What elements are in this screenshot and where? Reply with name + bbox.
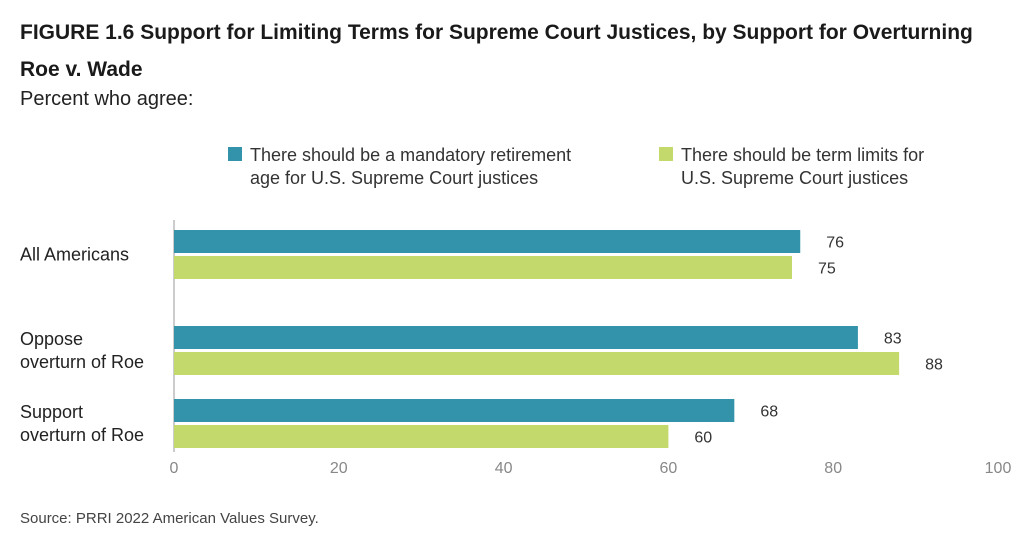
x-tick-label: 20 <box>330 460 348 477</box>
data-label: 83 <box>884 331 902 348</box>
x-tick-label: 100 <box>985 460 1012 477</box>
bar <box>174 425 669 448</box>
bar <box>174 399 735 422</box>
category-label: All Americans <box>20 245 129 265</box>
legend-swatch <box>228 147 242 161</box>
legend-swatch <box>659 147 673 161</box>
x-tick-label: 0 <box>170 460 179 477</box>
legend-label: age for U.S. Supreme Court justices <box>250 168 538 188</box>
data-label: 60 <box>694 430 712 447</box>
bar <box>174 256 792 279</box>
category-label: overturn of Roe <box>20 425 144 445</box>
data-label: 76 <box>826 235 844 252</box>
data-label: 68 <box>760 404 778 421</box>
bar <box>174 352 900 375</box>
x-tick-label: 80 <box>824 460 842 477</box>
x-tick-label: 60 <box>660 460 678 477</box>
chart-title: FIGURE 1.6 Support for Limiting Terms fo… <box>20 21 973 81</box>
data-label: 75 <box>818 261 836 278</box>
category-label: Support <box>20 402 83 422</box>
bar <box>174 230 801 253</box>
category-label: overturn of Roe <box>20 352 144 372</box>
data-label: 88 <box>925 357 943 374</box>
category-label: Oppose <box>20 329 83 349</box>
legend-label: There should be a mandatory retirement <box>250 145 571 165</box>
x-tick-label: 40 <box>495 460 513 477</box>
chart-subtitle: Percent who agree: <box>20 88 194 110</box>
source-note: Source: PRRI 2022 American Values Survey… <box>20 510 319 527</box>
legend-label: There should be term limits for <box>681 145 924 165</box>
legend-label: U.S. Supreme Court justices <box>681 168 908 188</box>
bar <box>174 326 858 349</box>
